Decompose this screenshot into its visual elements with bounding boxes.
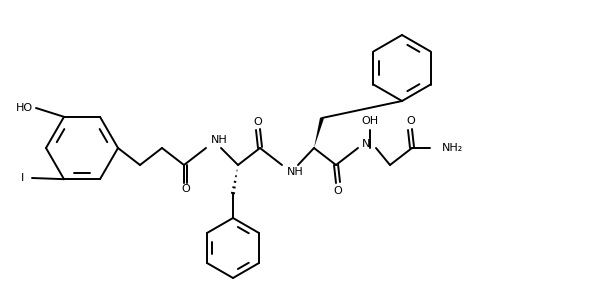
Text: NH: NH — [211, 135, 228, 145]
Text: OH: OH — [361, 116, 378, 126]
Text: N: N — [362, 139, 370, 149]
Text: NH: NH — [287, 167, 304, 177]
Text: O: O — [334, 186, 342, 196]
Text: NH₂: NH₂ — [442, 143, 463, 153]
Polygon shape — [314, 117, 324, 148]
Text: HO: HO — [16, 103, 33, 113]
Text: O: O — [182, 184, 190, 194]
Text: I: I — [20, 173, 24, 183]
Text: O: O — [254, 117, 262, 127]
Text: O: O — [406, 116, 415, 126]
